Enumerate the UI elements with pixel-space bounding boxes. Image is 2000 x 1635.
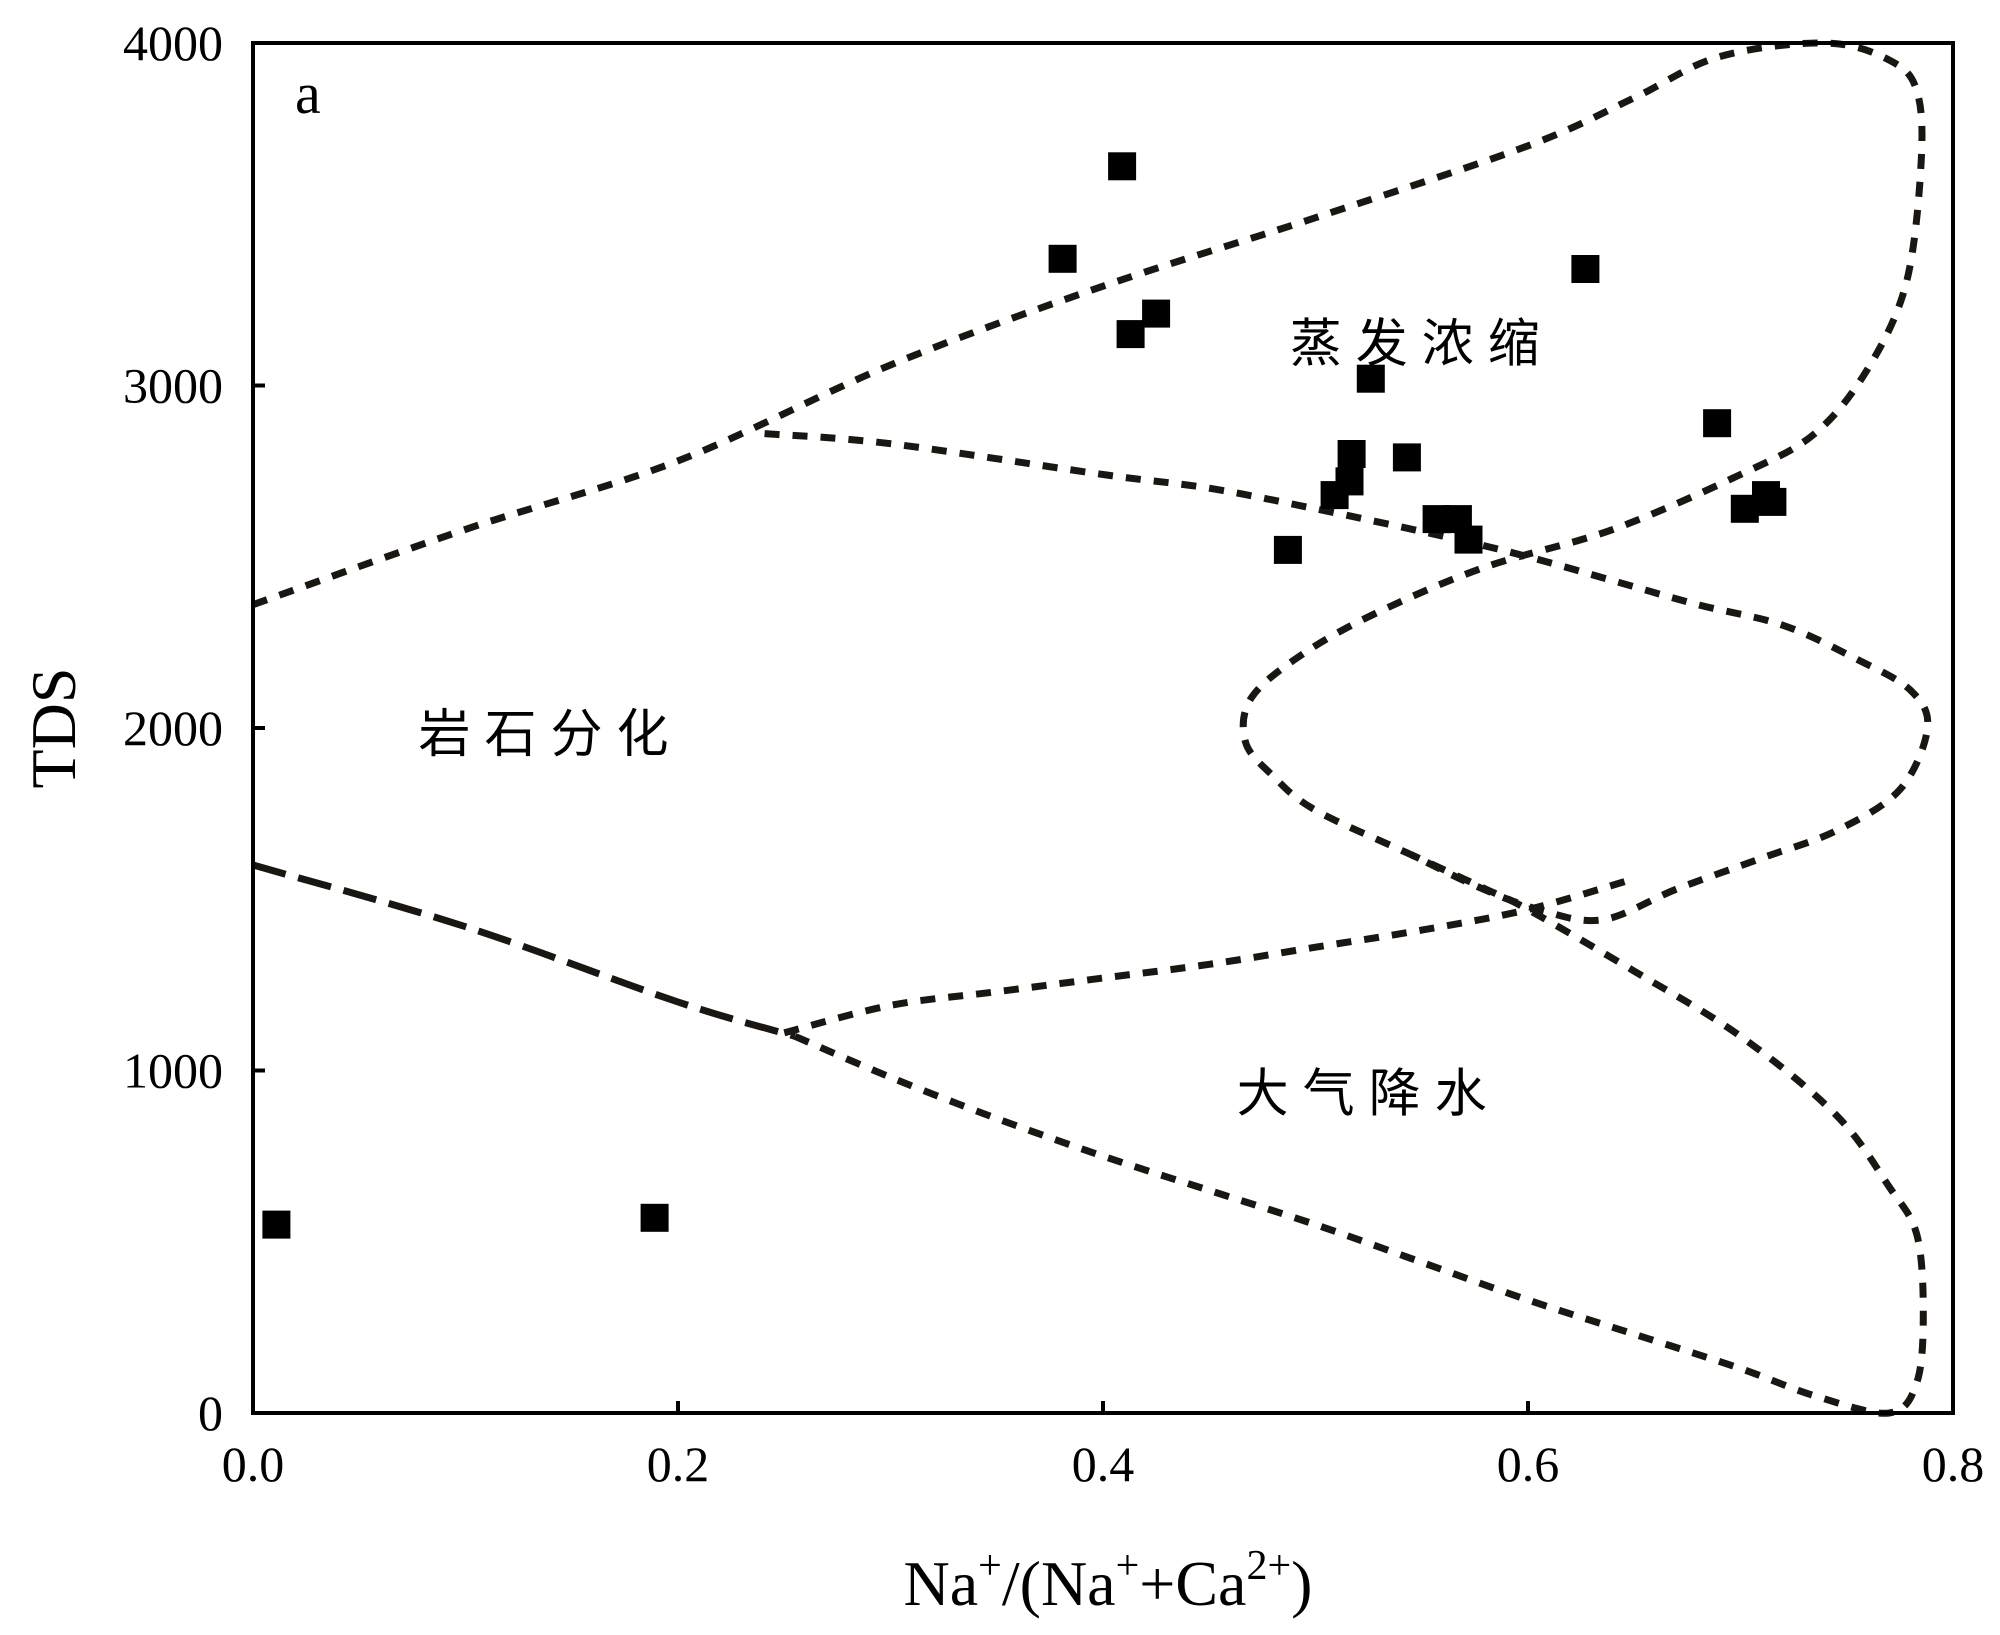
y-tick-label-0: 0	[198, 1385, 223, 1441]
data-point-15	[1571, 255, 1600, 283]
region-label-2: 大气降水	[1237, 1065, 1501, 1125]
x-title-part-5: 2+	[1246, 1543, 1291, 1589]
x-title-part-6: )	[1291, 1548, 1312, 1619]
data-point-1	[640, 1203, 669, 1232]
data-point-2	[1048, 244, 1077, 273]
data-point-19	[1758, 487, 1787, 516]
data-point-8	[1335, 467, 1364, 496]
region-label-0: 蒸发浓缩	[1290, 315, 1554, 375]
x-axis-title: Na+/(Na++Ca2+)	[904, 1543, 1313, 1619]
x-tick-label-0: 0.0	[222, 1436, 285, 1492]
data-points	[262, 152, 1787, 1239]
y-tick-label-3: 3000	[123, 358, 223, 414]
region-boundary-0	[251, 39, 1932, 925]
axis-ticks: 0.0 0.2 0.4 0.6 0.8 0 1000 2000 3000 4000	[123, 15, 1984, 1492]
data-point-6	[1273, 535, 1302, 564]
data-point-4	[1116, 320, 1145, 349]
data-point-3	[1108, 152, 1137, 181]
x-tick-label-4: 0.8	[1922, 1436, 1985, 1492]
data-point-14	[1454, 525, 1483, 554]
region-label-1: 岩石分化	[418, 705, 682, 765]
region-boundary-2	[793, 851, 1927, 1417]
x-title-part-4: +Ca	[1139, 1548, 1246, 1619]
data-point-5	[1142, 299, 1171, 328]
y-tick-label-1: 1000	[123, 1043, 223, 1099]
region-boundary-1	[783, 875, 1636, 1037]
y-axis-title: TDS	[18, 668, 89, 789]
x-title-part-2: /(Na	[1002, 1548, 1116, 1619]
x-title-part-0: Na	[904, 1548, 979, 1619]
x-title-part-3: +	[1116, 1543, 1140, 1589]
region-boundaries	[251, 39, 1932, 1417]
data-point-16	[1703, 409, 1732, 438]
x-tick-label-1: 0.2	[647, 1436, 710, 1492]
y-tick-label-2: 2000	[123, 700, 223, 756]
data-point-11	[1392, 443, 1421, 472]
data-point-10	[1356, 364, 1385, 393]
x-tick-label-2: 0.4	[1072, 1436, 1135, 1492]
x-tick-label-3: 0.6	[1497, 1436, 1560, 1492]
region-boundary-3	[252, 861, 796, 1040]
panel-label: a	[295, 61, 321, 126]
data-point-0	[262, 1210, 291, 1239]
x-title-part-1: +	[978, 1543, 1002, 1589]
data-point-9	[1337, 440, 1366, 468]
y-tick-label-4: 4000	[123, 15, 223, 71]
